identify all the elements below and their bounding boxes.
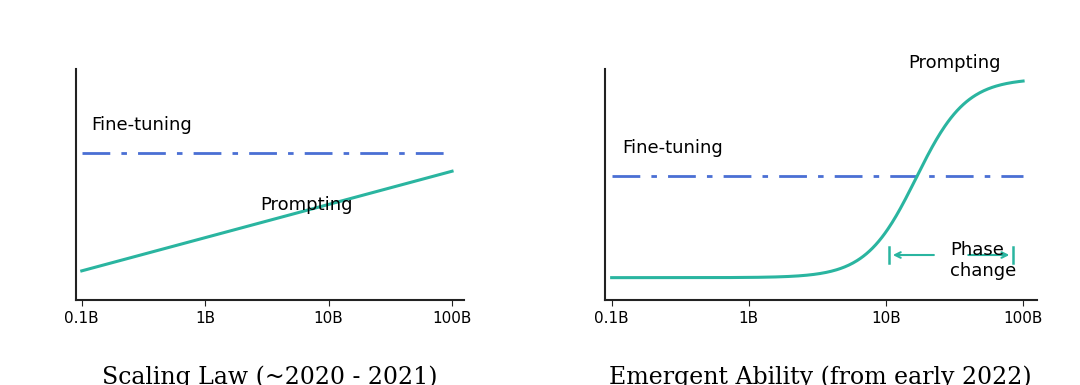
Text: Prompting: Prompting — [260, 196, 353, 214]
Text: Fine-tuning: Fine-tuning — [92, 116, 192, 134]
Text: Phase
change: Phase change — [950, 241, 1016, 280]
Text: Prompting: Prompting — [908, 54, 1001, 72]
Text: Emergent Ability (from early 2022): Emergent Ability (from early 2022) — [609, 365, 1032, 385]
Text: Scaling Law (~2020 - 2021): Scaling Law (~2020 - 2021) — [103, 365, 437, 385]
Text: Fine-tuning: Fine-tuning — [623, 139, 724, 157]
